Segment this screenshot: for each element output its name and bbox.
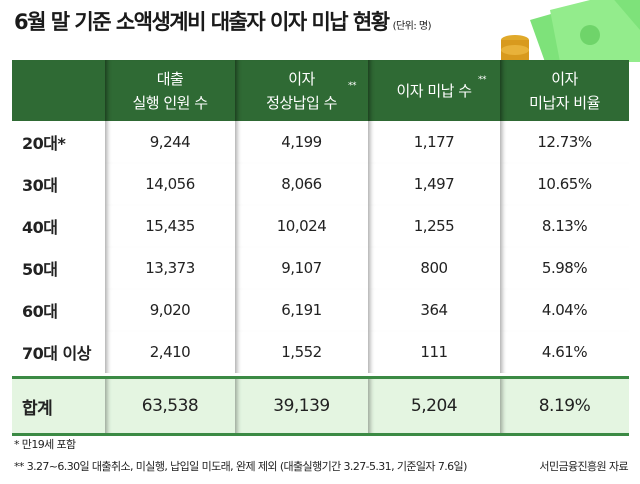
age-group-label: 60대 [22,302,58,321]
age-group-label: 50대 [22,260,58,279]
table-cell: 4.04% [500,289,629,331]
age-group-label: 20대* [22,134,66,153]
table-cell: 4.61% [500,331,629,373]
header-text: 이자 [288,69,315,88]
total-label: 합계 [22,398,53,419]
header-text: 정상납입 수 [266,93,337,112]
age-group-label: 40대 [22,218,58,237]
total-cell: 8.19% [500,379,629,433]
source-credit: 서민금융진흥원 자료 [539,460,628,473]
loan-table: 대출 실행 인원 수 이자 정상납입 수 ** 이자 미납 수 ** 이자 미납자 비율 … [12,60,629,436]
total-cell: 5,204 [368,379,500,433]
table-cell: 364 [368,289,500,331]
table-cell: 6,191 [235,289,368,331]
table-cell: 13,373 [105,247,235,289]
table-cell: 9,020 [105,289,235,331]
table-cell: 4,199 [235,121,368,163]
unit-label: (단위: 명) [392,21,432,32]
table-cell: 12.73% [500,121,629,163]
table-cell: 9,107 [235,247,368,289]
table-row: 60대 9,020 6,191 364 4.04% [12,289,629,331]
table-row: 70대 이상 2,410 1,552 111 4.61% [12,331,629,373]
table-cell: 9,244 [105,121,235,163]
header-text: 이자 [551,69,578,88]
table-row: 20대* 9,244 4,199 1,177 12.73% [12,121,629,163]
total-cell: 39,139 [235,379,368,433]
table-cell: 10,024 [235,205,368,247]
header-text: 대출 [156,69,184,88]
age-group-label: 30대 [22,176,58,195]
table-cell: 8,066 [235,163,368,205]
table-cell: 1,177 [368,121,500,163]
footnote-exclusions: ** 3.27~6.30일 대출취소, 미실행, 납입일 미도래, 완제 제외 … [14,460,467,473]
table-cell: 1,255 [368,205,500,247]
table-cell: 10.65% [500,163,629,205]
table-row: 30대 14,056 8,066 1,497 10.65% [12,163,629,205]
title-text: 6월 말 기준 소액생계비 대출자 이자 미납 현황 [14,10,390,34]
header-text: 미납자 비율 [529,93,600,112]
table-cell: 111 [368,331,500,373]
table-cell: 2,410 [105,331,235,373]
table-cell: 14,056 [105,163,235,205]
footnote-mark: ** [478,75,487,85]
table-cell: 1,497 [368,163,500,205]
header-text: 이자 미납 수 [396,81,472,100]
total-row: 합계 63,538 39,139 5,204 8.19% [12,376,629,436]
table-cell: 5.98% [500,247,629,289]
age-group-label: 70대 이상 [22,344,92,363]
footnote-mark: ** [348,81,357,91]
table-cell: 15,435 [105,205,235,247]
table-row: 40대 15,435 10,024 1,255 8.13% [12,205,629,247]
footnote-age: * 만19세 포함 [14,438,76,451]
header-text: 실행 인원 수 [132,93,208,112]
page-title: 6월 말 기준 소액생계비 대출자 이자 미납 현황 (단위: 명) [14,6,432,36]
total-cell: 63,538 [105,379,235,433]
table-row: 50대 13,373 9,107 800 5.98% [12,247,629,289]
table-cell: 8.13% [500,205,629,247]
table-cell: 800 [368,247,500,289]
money-illustration-icon [501,0,640,62]
table-cell: 1,552 [235,331,368,373]
header-unpaid: 이자 미납 수 ** [368,60,500,121]
header-blank [12,60,105,121]
